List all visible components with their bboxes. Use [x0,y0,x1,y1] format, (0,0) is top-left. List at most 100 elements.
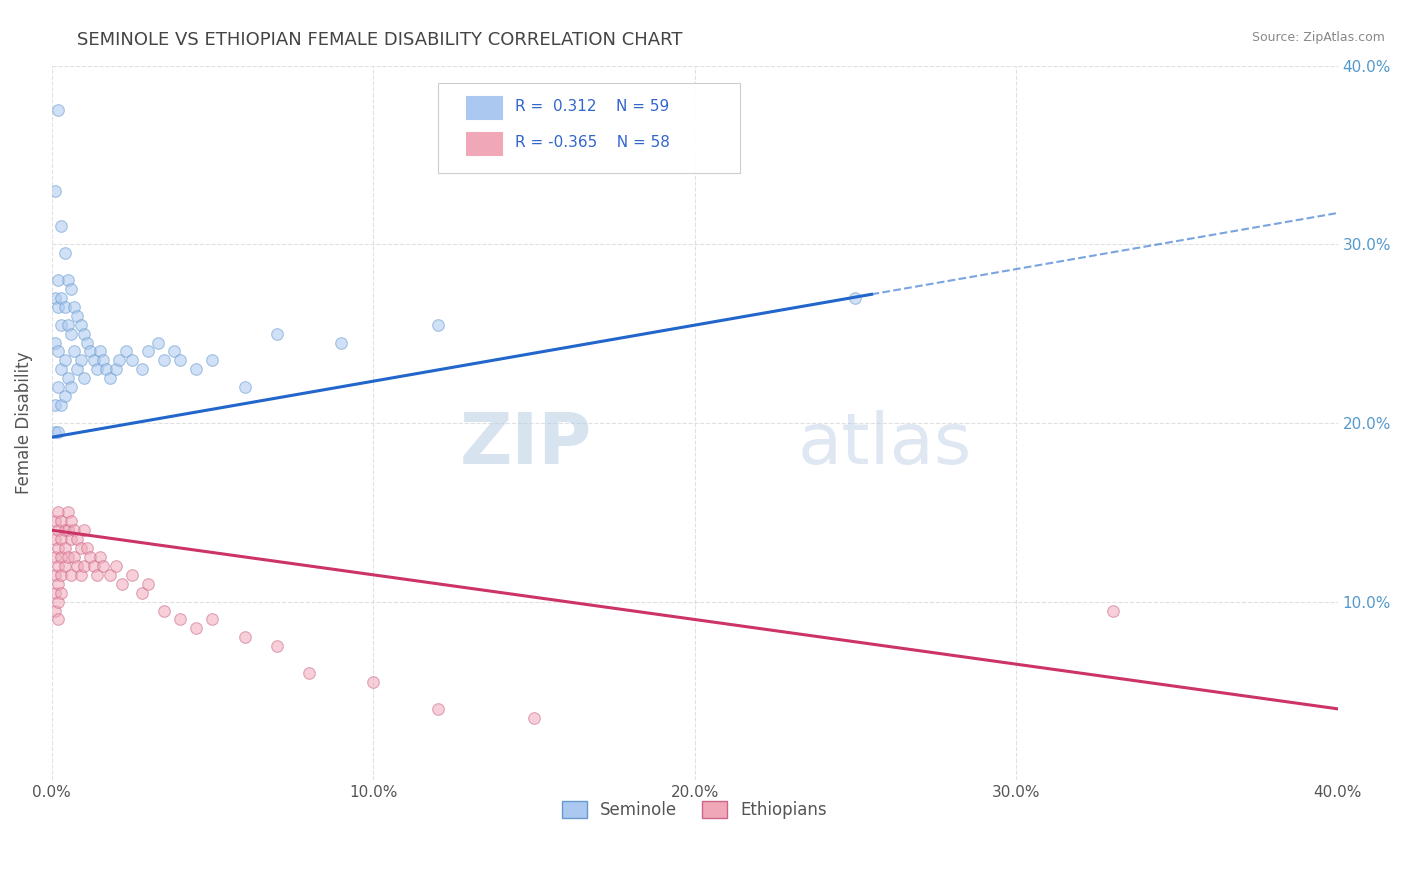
Point [60,567,83,582]
Point [46,273,69,287]
Point [60,514,83,528]
Point [51,567,73,582]
Point [60,282,83,296]
Text: atlas: atlas [797,410,972,479]
Point [51,514,73,528]
Y-axis label: Female Disability: Female Disability [15,351,32,494]
Point [53,246,76,260]
Bar [465,96,502,120]
Point [169,612,191,626]
Point [46,505,69,519]
Point [426,318,449,332]
Point [83,353,105,368]
Point [46,344,69,359]
Point [46,558,69,573]
Point [63,523,86,537]
Point [79,549,101,564]
Point [44,184,66,198]
Text: R = -0.365    N = 58: R = -0.365 N = 58 [515,135,669,150]
Text: Source: ZipAtlas.com: Source: ZipAtlas.com [1251,31,1385,45]
Point [44,603,66,617]
Point [1101,603,1123,617]
Point [69,567,91,582]
Point [63,549,86,564]
Point [46,300,69,314]
Point [98,567,121,582]
Point [131,362,153,376]
Point [298,666,321,681]
Point [153,353,176,368]
Bar [465,132,502,155]
Point [46,576,69,591]
Point [73,371,96,385]
Point [53,389,76,403]
Point [121,353,143,368]
Point [60,532,83,546]
Point [136,576,159,591]
Point [76,541,98,555]
Point [121,567,143,582]
Point [233,631,256,645]
Point [51,318,73,332]
Point [56,273,79,287]
Point [66,558,89,573]
Point [51,398,73,412]
Point [73,523,96,537]
Point [53,541,76,555]
Point [60,380,83,394]
Point [186,622,208,636]
Point [44,335,66,350]
Point [426,702,449,716]
Point [46,103,69,118]
Point [66,309,89,323]
Point [330,335,353,350]
Point [44,291,66,305]
Point [51,585,73,599]
Point [114,344,136,359]
Point [105,362,128,376]
Text: SEMINOLE VS ETHIOPIAN FEMALE DISABILITY CORRELATION CHART: SEMINOLE VS ETHIOPIAN FEMALE DISABILITY … [77,31,683,49]
Point [46,523,69,537]
Point [76,335,98,350]
Point [51,291,73,305]
Point [51,549,73,564]
FancyBboxPatch shape [437,84,740,173]
Point [51,219,73,234]
Point [56,318,79,332]
Point [46,380,69,394]
Point [53,300,76,314]
Point [73,326,96,341]
Point [79,344,101,359]
Point [91,558,114,573]
Point [44,425,66,439]
Point [53,523,76,537]
Point [69,353,91,368]
Point [266,326,288,341]
Point [69,541,91,555]
Legend: Seminole, Ethiopians: Seminole, Ethiopians [555,794,834,826]
Point [66,362,89,376]
Point [51,532,73,546]
Point [44,398,66,412]
Point [44,549,66,564]
Point [108,353,131,368]
Point [186,362,208,376]
Point [266,640,288,654]
Text: ZIP: ZIP [460,410,592,479]
Point [46,541,69,555]
Point [111,576,134,591]
Point [86,567,108,582]
Point [89,549,111,564]
Point [91,353,114,368]
Point [53,558,76,573]
Point [56,549,79,564]
Point [66,532,89,546]
Point [233,380,256,394]
Point [63,344,86,359]
Point [51,362,73,376]
Point [131,585,153,599]
Point [69,318,91,332]
Point [44,567,66,582]
Point [98,371,121,385]
Point [83,558,105,573]
